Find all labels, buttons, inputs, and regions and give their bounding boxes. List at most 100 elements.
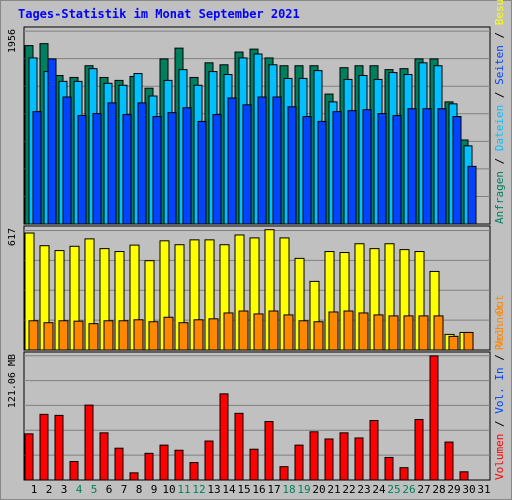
bar-seiten-day-20 [317, 120, 327, 225]
bar-volumen-day-19 [294, 444, 304, 481]
legend-entry: / [493, 414, 506, 434]
bar-rechner-day-8 [133, 319, 144, 351]
bar-rechner-day-10 [163, 316, 174, 351]
bar-volumen-day-27 [414, 418, 424, 481]
bar-seiten-day-25 [392, 115, 402, 225]
bar-rechner-day-13 [208, 318, 219, 351]
day-label-5: 5 [91, 483, 98, 496]
bar-rechner-day-2 [43, 322, 54, 351]
bar-volumen-day-13 [204, 440, 214, 481]
bar-rechner-day-22 [343, 310, 354, 351]
bar-seiten-day-23 [362, 109, 372, 225]
day-label-18: 18 [282, 483, 295, 496]
day-label-28: 28 [432, 483, 445, 496]
bar-seiten-day-8 [137, 102, 147, 225]
day-label-13: 13 [207, 483, 220, 496]
bar-seiten-day-11 [182, 107, 192, 225]
bar-volumen-day-14 [219, 393, 229, 481]
day-label-17: 17 [267, 483, 280, 496]
bar-seiten-day-1 [32, 111, 42, 225]
bar-rechner-day-1 [28, 320, 39, 351]
day-label-19: 19 [297, 483, 310, 496]
bar-rechner-day-12 [193, 319, 204, 351]
day-label-16: 16 [252, 483, 265, 496]
day-label-14: 14 [222, 483, 236, 496]
day-label-2: 2 [46, 483, 53, 496]
bar-seiten-day-14 [227, 97, 237, 225]
legend-entry: Vol. Out [493, 295, 506, 348]
bar-volumen-day-6 [99, 432, 109, 481]
legend-entry: / [493, 151, 506, 171]
ylabel-panel-volume: 121.06 MB [7, 354, 18, 408]
bar-rechner-day-17 [268, 310, 279, 351]
bar-seiten-day-6 [107, 102, 117, 225]
bar-rechner-day-19 [298, 320, 309, 351]
bar-volumen-day-1 [24, 433, 34, 481]
legend-entry: Anfragen [493, 171, 506, 224]
bar-volumen-day-28 [429, 355, 439, 481]
bar-seiten-day-4 [77, 115, 87, 225]
day-label-15: 15 [237, 483, 250, 496]
bar-volumen-day-7 [114, 447, 124, 481]
bar-volumen-day-18 [279, 466, 289, 481]
bar-volumen-day-17 [264, 421, 274, 481]
bar-seiten-day-21 [332, 111, 342, 225]
bar-rechner-day-26 [403, 315, 414, 351]
bar-rechner-day-14 [223, 312, 234, 351]
bar-seiten-day-22 [347, 110, 357, 225]
day-label-12: 12 [192, 483, 205, 496]
legend-panel-visits: Rechner [493, 303, 506, 350]
bar-volumen-day-26 [399, 467, 409, 481]
bar-seiten-day-18 [287, 106, 297, 225]
bar-rechner-day-5 [88, 323, 99, 351]
bar-rechner-day-9 [148, 321, 159, 351]
day-label-4: 4 [76, 483, 83, 496]
bar-rechner-day-16 [253, 313, 264, 351]
bar-seiten-day-27 [422, 108, 432, 225]
bar-seiten-day-10 [167, 112, 177, 225]
legend-entry: Vol. In [493, 367, 506, 413]
bar-rechner-day-29 [448, 335, 459, 351]
bar-rechner-day-15 [238, 310, 249, 351]
bar-seiten-day-29 [452, 116, 462, 225]
bar-volumen-day-21 [324, 438, 334, 481]
bar-seiten-day-5 [92, 113, 102, 225]
day-label-24: 24 [372, 483, 386, 496]
bar-volumen-day-9 [144, 452, 154, 481]
day-label-27: 27 [417, 483, 430, 496]
bar-seiten-day-3 [62, 96, 72, 225]
bar-rechner-day-21 [328, 311, 339, 351]
bar-seiten-day-26 [407, 108, 417, 225]
bar-volumen-day-15 [234, 412, 244, 481]
legend-entry: Dateien [493, 105, 506, 151]
day-label-10: 10 [162, 483, 175, 496]
bar-volumen-day-4 [69, 461, 79, 481]
bar-seiten-day-17 [272, 96, 282, 225]
bar-seiten-day-15 [242, 104, 252, 225]
bar-volumen-day-29 [444, 441, 454, 481]
day-label-20: 20 [312, 483, 325, 496]
chart-title: Tages-Statistik im Monat September 2021 [18, 7, 300, 21]
day-label-30: 30 [462, 483, 475, 496]
legend-entry: / [493, 25, 506, 45]
bar-volumen-day-30 [459, 471, 469, 481]
bar-seiten-day-12 [197, 120, 207, 225]
bar-volumen-day-11 [174, 449, 184, 481]
day-label-22: 22 [342, 483, 355, 496]
bar-seiten-day-19 [302, 116, 312, 225]
day-label-31: 31 [477, 483, 490, 496]
bar-rechner-day-7 [118, 320, 129, 351]
bar-seiten-day-13 [212, 114, 222, 225]
day-label-21: 21 [327, 483, 340, 496]
day-label-7: 7 [121, 483, 128, 496]
bar-rechner-day-6 [103, 320, 114, 351]
day-label-25: 25 [387, 483, 400, 496]
bar-seiten-day-24 [377, 113, 387, 225]
day-label-1: 1 [31, 483, 38, 496]
bar-rechner-day-11 [178, 322, 189, 351]
day-label-8: 8 [136, 483, 143, 496]
bar-volumen-day-8 [129, 472, 139, 481]
bar-rechner-day-20 [313, 321, 324, 351]
bar-volumen-day-20 [309, 431, 319, 481]
bar-rechner-day-4 [73, 320, 84, 351]
